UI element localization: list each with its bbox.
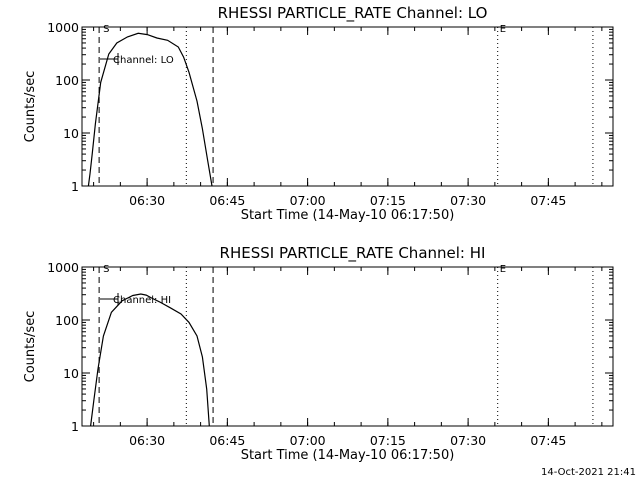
series-line-lo — [87, 32, 213, 187]
x-tick-label: 07:30 — [450, 433, 486, 448]
y-axis-label: Counts/sec — [23, 71, 38, 143]
start-marker-label: S — [103, 24, 109, 35]
x-tick-label: 06:30 — [129, 433, 165, 448]
x-tick-label: 07:15 — [370, 433, 406, 448]
legend-label: Channel: HI — [113, 295, 171, 306]
chart-panel-hi: RHESSI PARTICLE_RATE Channel: HI 1 10 100 10… — [23, 244, 614, 463]
y-tick-label: 1000 — [47, 20, 79, 35]
y-tick-label: 10 — [63, 126, 79, 141]
y-tick-label: 10 — [63, 366, 79, 381]
x-axis-label: Start Time (14-May-10 06:17:50) — [241, 448, 455, 463]
y-tick-label: 100 — [55, 73, 79, 88]
legend-label: Channel: LO — [113, 55, 174, 66]
y-tick-label: 1 — [71, 179, 79, 194]
plot-frame — [81, 266, 614, 427]
x-tick-label: 07:00 — [290, 193, 326, 208]
series-line-hi — [90, 293, 210, 427]
y-tick-label: 100 — [55, 313, 79, 328]
x-tick-label: 06:45 — [209, 193, 245, 208]
x-tick-label: 06:45 — [209, 433, 245, 448]
x-tick-label: 07:00 — [290, 433, 326, 448]
x-tick-label: 07:15 — [370, 193, 406, 208]
x-tick-label: 06:30 — [129, 193, 165, 208]
end-marker-label: E — [500, 264, 506, 275]
x-tick-label: 07:45 — [530, 193, 566, 208]
end-marker-label: E — [500, 24, 506, 35]
y-tick-label: 1 — [71, 419, 79, 434]
plot-frame — [81, 26, 614, 187]
footer-timestamp: 14-Oct-2021 21:41 — [541, 467, 636, 478]
x-tick-label: 07:30 — [450, 193, 486, 208]
chart-panel-lo: RHESSI PARTICLE_RATE Channel: LO 1 10 100 10… — [23, 4, 614, 223]
chart-title: RHESSI PARTICLE_RATE Channel: LO — [218, 4, 488, 23]
y-tick-label: 1000 — [47, 260, 79, 275]
x-tick-label: 07:45 — [530, 433, 566, 448]
chart-title: RHESSI PARTICLE_RATE Channel: HI — [220, 244, 486, 263]
y-axis-label: Counts/sec — [23, 311, 38, 383]
x-axis-label: Start Time (14-May-10 06:17:50) — [241, 208, 455, 223]
start-marker-label: S — [103, 264, 109, 275]
